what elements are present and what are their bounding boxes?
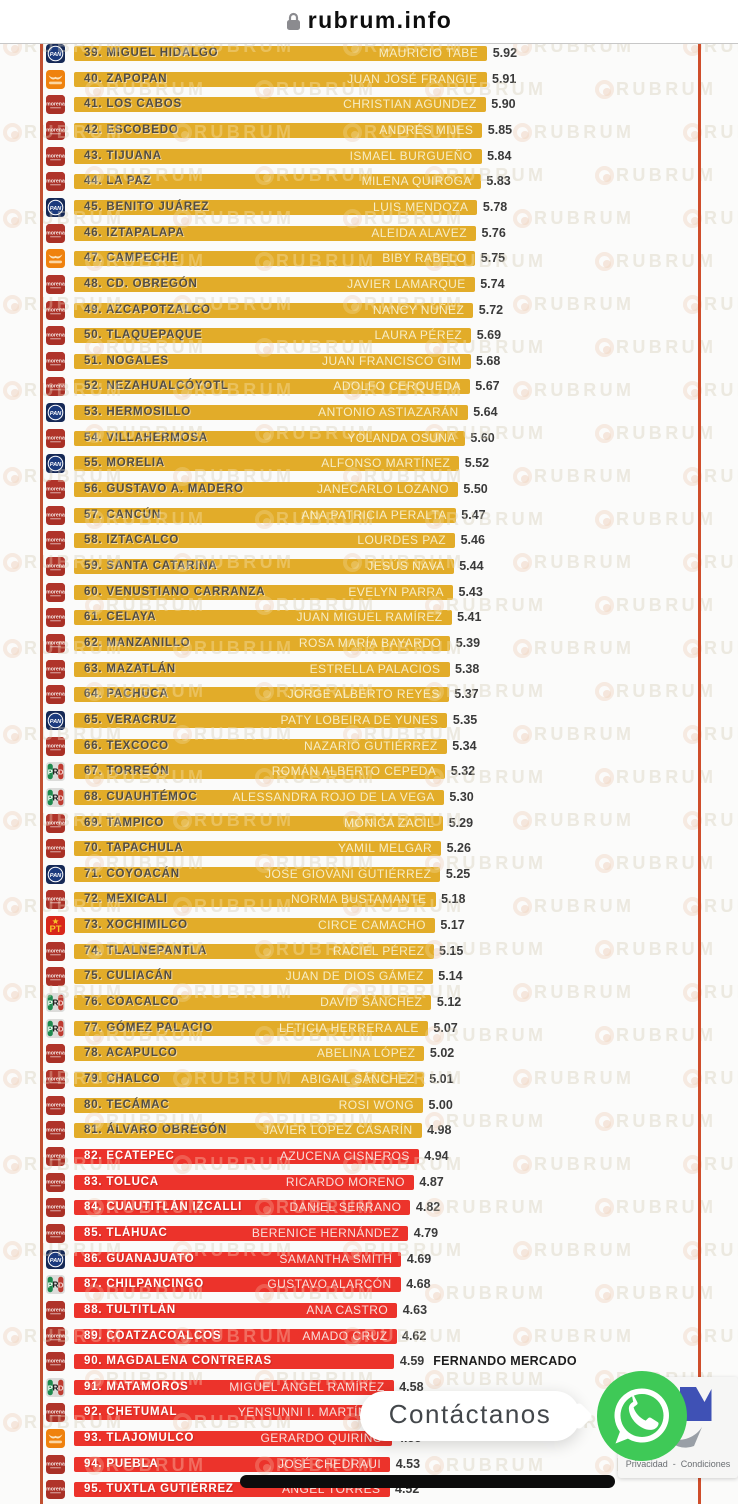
svg-text:morena: morena: [46, 102, 65, 108]
svg-text:PT: PT: [50, 923, 62, 934]
svg-text:morena: morena: [46, 1205, 65, 1211]
svg-text:R: R: [53, 1281, 59, 1290]
svg-text:morena: morena: [46, 538, 65, 544]
svg-text:morena: morena: [46, 486, 65, 492]
svg-text:morena: morena: [46, 281, 65, 287]
svg-text:D: D: [58, 1024, 64, 1033]
svg-text:R: R: [53, 1383, 59, 1392]
svg-text:morena: morena: [46, 1358, 65, 1364]
svg-text:R: R: [53, 999, 59, 1008]
svg-text:D: D: [58, 1281, 64, 1290]
svg-text:morena: morena: [46, 1333, 65, 1339]
svg-text:D: D: [58, 768, 64, 777]
svg-text:P: P: [48, 1383, 53, 1392]
svg-text:morena: morena: [46, 640, 65, 646]
svg-text:morena: morena: [46, 1153, 65, 1159]
svg-text:morena: morena: [46, 153, 65, 159]
svg-text:morena: morena: [46, 179, 65, 185]
svg-text:morena: morena: [46, 1076, 65, 1082]
svg-text:morena: morena: [46, 615, 65, 621]
svg-text:R: R: [53, 1024, 59, 1033]
svg-text:morena: morena: [46, 1307, 65, 1313]
svg-text:morena: morena: [46, 1051, 65, 1057]
svg-text:morena: morena: [46, 1230, 65, 1236]
svg-text:P: P: [48, 1024, 53, 1033]
svg-text:morena: morena: [46, 230, 65, 236]
svg-text:morena: morena: [46, 358, 65, 364]
svg-text:morena: morena: [46, 948, 65, 954]
svg-text:P: P: [48, 999, 53, 1008]
svg-text:P: P: [48, 1281, 53, 1290]
svg-text:morena: morena: [46, 897, 65, 903]
svg-text:morena: morena: [46, 1487, 65, 1493]
svg-text:morena: morena: [46, 845, 65, 851]
svg-text:morena: morena: [46, 435, 65, 441]
svg-text:R: R: [53, 768, 59, 777]
svg-text:PAN: PAN: [50, 52, 62, 58]
svg-text:morena: morena: [46, 127, 65, 133]
svg-text:PAN: PAN: [50, 206, 62, 212]
svg-text:P: P: [48, 768, 53, 777]
svg-text:morena: morena: [46, 589, 65, 595]
svg-text:morena: morena: [46, 743, 65, 749]
svg-text:PAN: PAN: [50, 1257, 62, 1263]
svg-text:morena: morena: [46, 332, 65, 338]
svg-text:morena: morena: [46, 563, 65, 569]
svg-text:PAN: PAN: [50, 873, 62, 879]
svg-text:R: R: [53, 793, 59, 802]
svg-text:morena: morena: [46, 1128, 65, 1134]
svg-text:PAN: PAN: [50, 411, 62, 417]
svg-text:morena: morena: [46, 692, 65, 698]
svg-text:morena: morena: [46, 1179, 65, 1185]
svg-text:PAN: PAN: [50, 719, 62, 725]
svg-text:morena: morena: [46, 512, 65, 518]
svg-text:D: D: [58, 793, 64, 802]
svg-text:morena: morena: [46, 1102, 65, 1108]
svg-text:morena: morena: [46, 820, 65, 826]
svg-text:morena: morena: [46, 1410, 65, 1416]
svg-text:morena: morena: [46, 307, 65, 313]
svg-text:morena: morena: [46, 666, 65, 672]
svg-text:morena: morena: [46, 1461, 65, 1467]
svg-text:P: P: [48, 793, 53, 802]
svg-text:D: D: [58, 1383, 64, 1392]
svg-text:morena: morena: [46, 384, 65, 390]
svg-text:morena: morena: [46, 974, 65, 980]
svg-text:PAN: PAN: [50, 462, 62, 468]
svg-text:D: D: [58, 999, 64, 1008]
